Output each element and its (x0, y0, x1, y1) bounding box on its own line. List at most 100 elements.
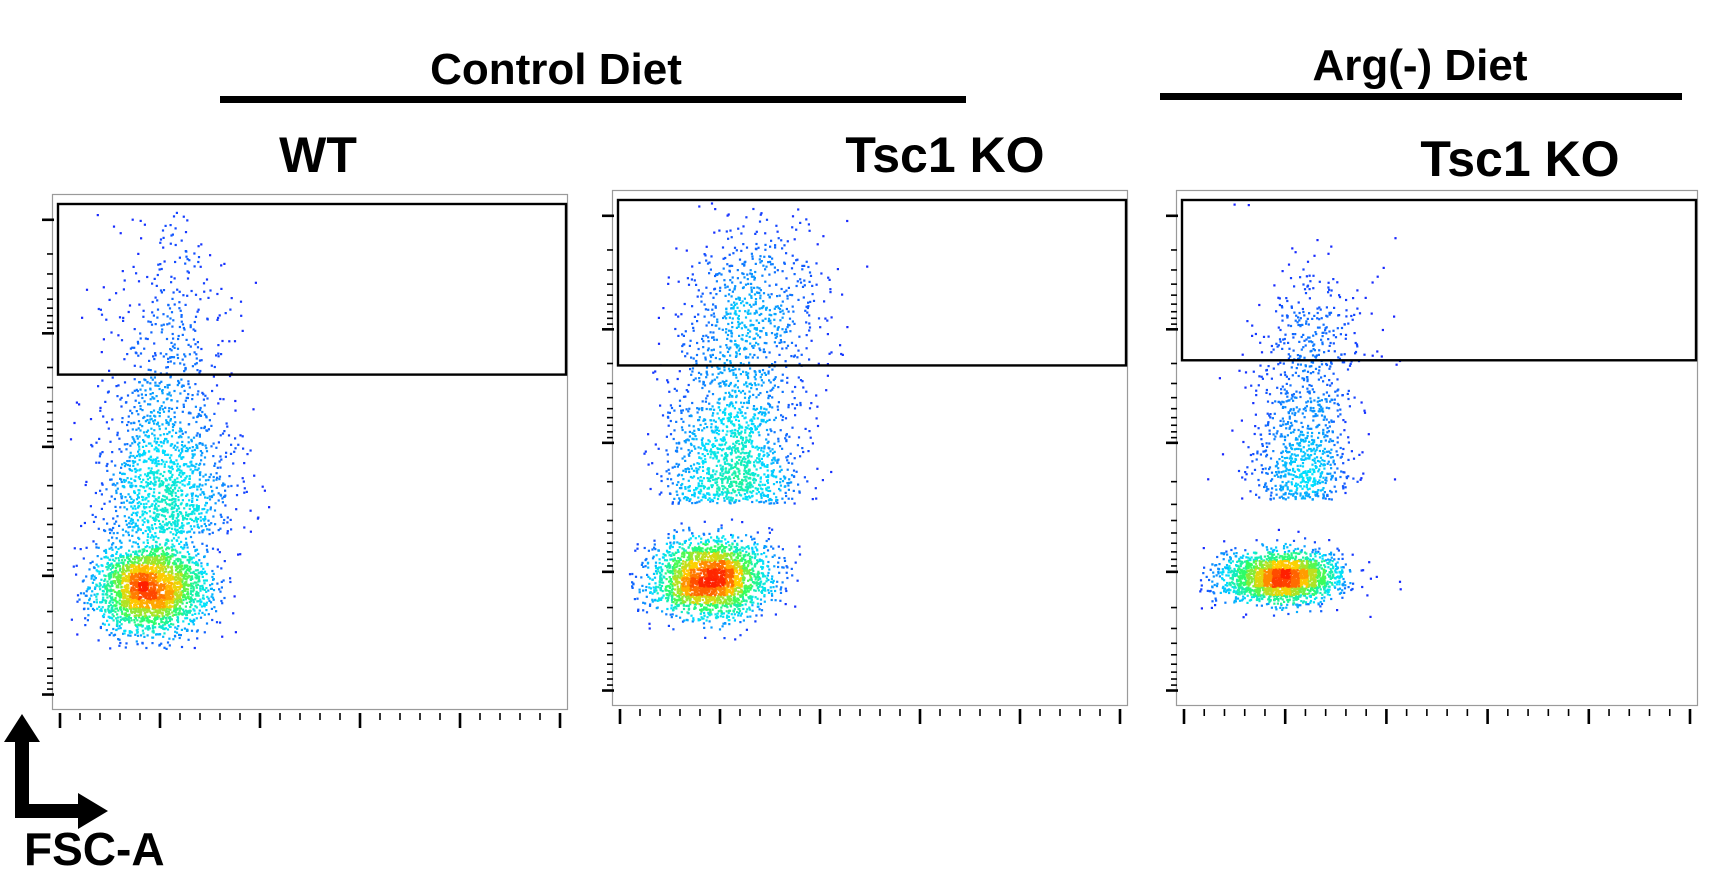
data-point (158, 411, 161, 415)
data-point (117, 384, 120, 387)
data-point (170, 622, 173, 626)
panel-title-tsc1-ko-arg: Tsc1 KO (1420, 131, 1620, 187)
data-point (152, 314, 155, 317)
data-point (153, 604, 156, 607)
data-point (138, 608, 141, 611)
data-point (705, 259, 708, 262)
data-point (654, 443, 657, 446)
data-point (134, 575, 137, 578)
data-point (115, 550, 119, 554)
data-point (150, 548, 154, 551)
data-point (219, 493, 222, 496)
data-point (94, 577, 97, 580)
data-point (162, 442, 165, 445)
data-point (178, 430, 181, 433)
data-point (660, 491, 663, 494)
data-point (152, 614, 156, 617)
data-point (169, 557, 172, 560)
data-point (125, 523, 128, 526)
data-point (675, 449, 678, 452)
data-point (223, 430, 226, 433)
data-point (181, 440, 184, 443)
data-point (779, 339, 782, 342)
data-point (716, 318, 719, 321)
data-point (698, 407, 701, 410)
data-point (117, 627, 120, 630)
data-point (675, 420, 678, 423)
data-point (168, 587, 171, 590)
data-point (170, 522, 173, 526)
data-point (778, 353, 781, 356)
data-point (240, 314, 243, 317)
data-point (866, 265, 869, 268)
data-point (120, 497, 123, 500)
data-point (114, 546, 117, 549)
data-point (153, 434, 156, 437)
data-point (106, 391, 110, 394)
data-point (115, 628, 118, 632)
data-point (152, 536, 155, 539)
data-point (91, 590, 94, 593)
data-point (715, 338, 718, 341)
data-point (133, 621, 136, 624)
data-point (715, 280, 718, 283)
data-point (143, 617, 146, 620)
data-point (178, 511, 181, 514)
data-point (132, 437, 135, 440)
data-point (191, 456, 194, 459)
data-point (162, 401, 165, 404)
data-point (169, 586, 172, 589)
data-point (759, 602, 762, 606)
data-point (151, 624, 154, 627)
data-point (665, 470, 668, 473)
data-point (781, 347, 784, 350)
data-point (138, 477, 141, 481)
data-point (708, 261, 711, 264)
data-point (682, 395, 686, 398)
data-point (194, 517, 197, 520)
data-point (201, 508, 204, 511)
data-point (145, 601, 148, 604)
data-point (736, 277, 739, 280)
data-point (135, 410, 138, 413)
data-point (760, 212, 763, 215)
data-point (682, 420, 685, 423)
data-point (128, 558, 131, 561)
data-point (114, 607, 117, 610)
data-point (120, 339, 124, 342)
data-point (806, 306, 809, 310)
data-point (758, 291, 761, 295)
data-point (149, 577, 152, 580)
data-point (233, 450, 236, 453)
data-point (727, 237, 730, 240)
data-point (779, 591, 783, 594)
data-point (121, 618, 124, 621)
data-point (174, 243, 177, 247)
data-point (161, 558, 164, 561)
data-point (144, 589, 147, 592)
data-point (148, 619, 151, 622)
data-point (826, 374, 829, 377)
data-point (791, 497, 794, 500)
data-point (243, 526, 246, 529)
data-point (165, 490, 168, 494)
data-point (167, 580, 171, 583)
data-point (194, 293, 198, 296)
data-point (759, 392, 762, 395)
data-point (803, 264, 806, 267)
data-point (138, 603, 142, 607)
data-point (746, 273, 749, 276)
data-point (134, 484, 137, 488)
data-point (177, 507, 181, 510)
data-point (104, 548, 107, 552)
data-point (130, 586, 133, 589)
data-point (167, 594, 170, 597)
data-point (175, 568, 178, 571)
data-point (779, 334, 782, 337)
data-point (172, 462, 175, 465)
data-point (144, 574, 147, 577)
data-point (174, 486, 177, 489)
data-points (628, 202, 869, 641)
data-point (177, 591, 180, 594)
data-point (185, 494, 188, 497)
